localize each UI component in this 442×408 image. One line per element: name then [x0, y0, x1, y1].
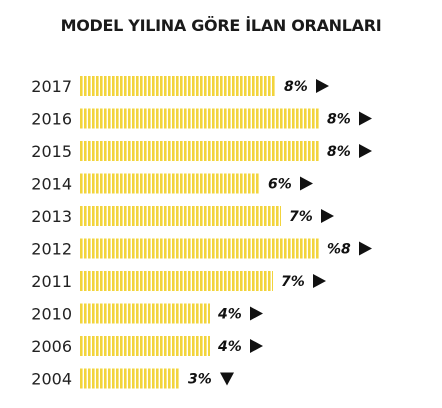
- bar: [80, 336, 210, 356]
- year-label: 2012: [31, 240, 72, 259]
- bar-row: 2014 6%: [31, 173, 313, 194]
- bar: [80, 76, 276, 96]
- bar: [80, 271, 273, 291]
- value-label: 7%: [281, 274, 305, 290]
- year-label: 2011: [31, 272, 72, 291]
- bar-row: 2016 8%: [31, 108, 372, 129]
- value-label: %8: [327, 242, 351, 258]
- year-label: 2015: [31, 142, 72, 161]
- bar: [80, 206, 281, 226]
- triangle-right-icon: [300, 176, 313, 191]
- bar-row: 2004 3%: [31, 368, 234, 389]
- value-label: 3%: [188, 372, 212, 388]
- bar: [80, 173, 260, 194]
- year-label: 2013: [31, 207, 72, 226]
- chart-title: MODEL YILINA GÖRE İLAN ORANLARI: [60, 16, 382, 35]
- year-label: 2004: [31, 370, 72, 389]
- bar: [80, 108, 319, 129]
- triangle-right-icon: [359, 111, 372, 126]
- bar-row: 2010 4%: [31, 303, 263, 324]
- triangle-right-icon: [359, 144, 372, 158]
- triangle-right-icon: [250, 306, 263, 321]
- triangle-right-icon: [316, 79, 329, 93]
- value-label: 4%: [217, 307, 242, 323]
- bar: [80, 368, 180, 389]
- bar-row: 2012 %8: [31, 238, 372, 259]
- value-label: 7%: [289, 209, 313, 225]
- value-label: 6%: [268, 177, 292, 193]
- value-label: 8%: [284, 79, 308, 95]
- triangle-right-icon: [321, 209, 334, 223]
- value-label: 4%: [217, 339, 242, 355]
- bar-row: 2015 8%: [31, 141, 372, 161]
- bar-row: 2006 4%: [31, 336, 263, 356]
- value-label: 8%: [327, 144, 351, 160]
- triangle-down-icon: [220, 372, 234, 386]
- bar-row: 2013 7%: [31, 206, 334, 226]
- year-label: 2017: [31, 77, 72, 96]
- bar-row: 2011 7%: [31, 271, 326, 291]
- bar: [80, 238, 319, 259]
- bar: [80, 303, 210, 324]
- year-label: 2016: [31, 110, 72, 129]
- value-label: 8%: [327, 112, 351, 128]
- triangle-right-icon: [250, 339, 263, 353]
- year-label: 2014: [31, 175, 72, 194]
- triangle-right-icon: [313, 274, 326, 288]
- bar-row: 2017 8%: [31, 76, 329, 96]
- year-label: 2006: [31, 337, 72, 356]
- bar: [80, 141, 319, 161]
- year-label: 2010: [31, 305, 72, 324]
- triangle-right-icon: [359, 241, 372, 256]
